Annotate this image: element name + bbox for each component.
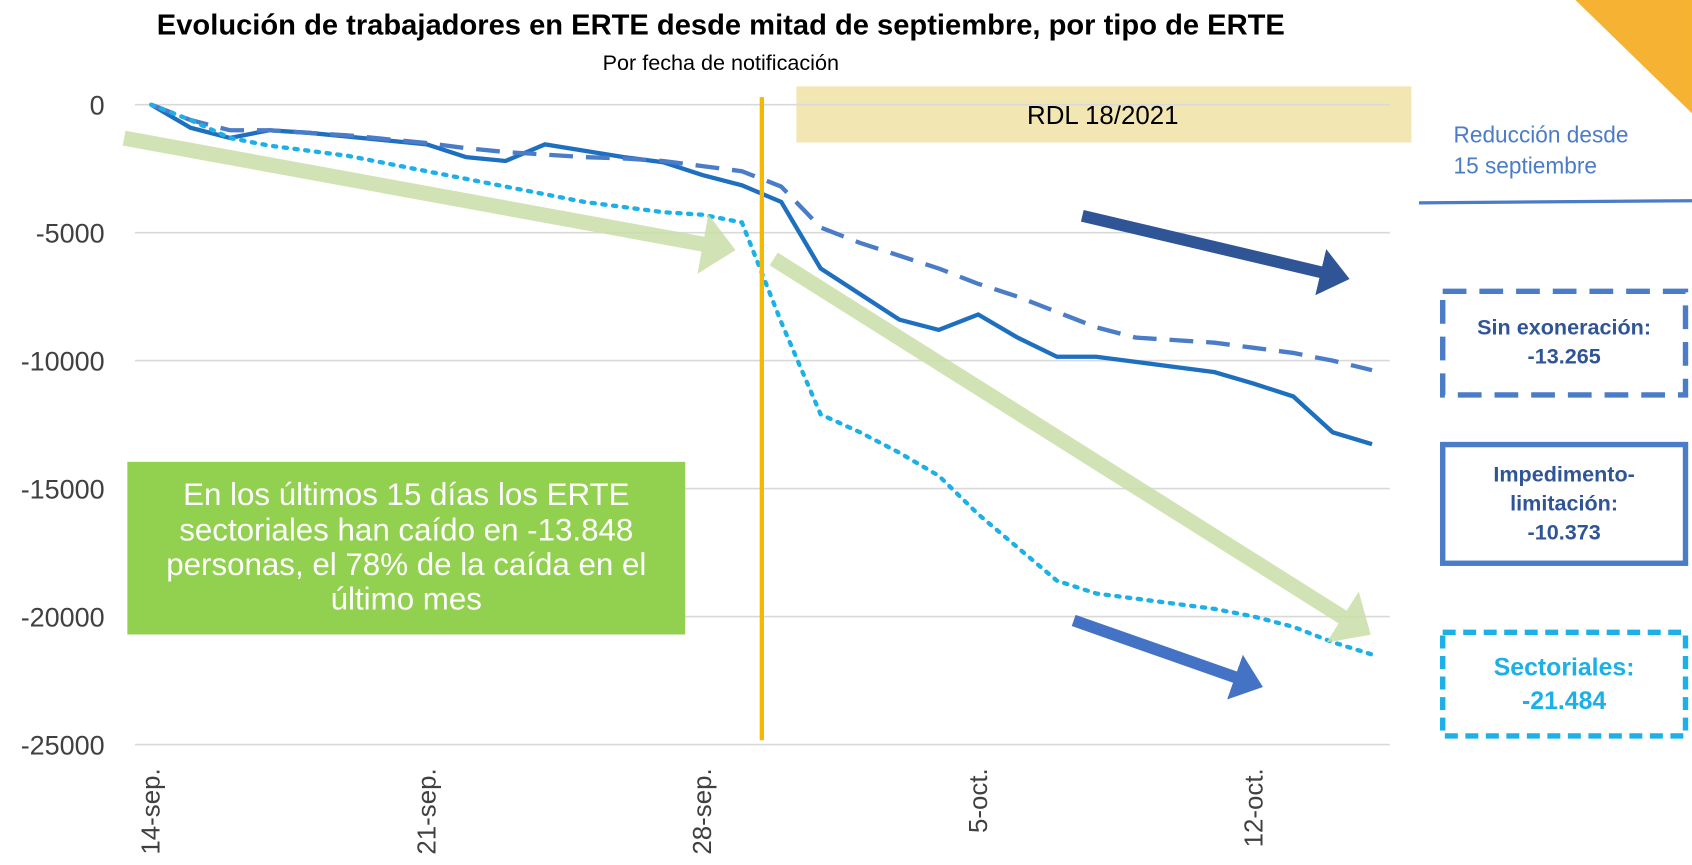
trend-arrow xyxy=(769,252,1371,643)
side-note: Reducción desde xyxy=(1454,121,1629,147)
y-tick-label: -5000 xyxy=(36,218,105,248)
series-end-value: -10.373 xyxy=(1527,520,1601,545)
x-tick-label: 14-sep. xyxy=(138,768,166,854)
end-label-wrap: Impedimento-limitación: -10.373 xyxy=(1454,445,1675,564)
end-label: Impedimento-limitación: -10.373 xyxy=(1454,445,1675,564)
end-label-wrap: Sin exoneración: -13.265 xyxy=(1454,291,1675,395)
side-note: 15 septiembre xyxy=(1454,153,1597,179)
chart-title: Evolución de trabajadores en ERTE desde … xyxy=(157,10,1285,42)
rdl-label: RDL 18/2021 xyxy=(1027,102,1179,130)
end-labels: Sin exoneración: -13.265 Impedimento-limit… xyxy=(1440,288,1689,739)
corner-decoration xyxy=(1575,0,1692,114)
end-label: Sectoriales: -21.484 xyxy=(1454,632,1675,736)
series-name: Impedimento-limitación: xyxy=(1493,462,1635,516)
y-tick-label: -20000 xyxy=(21,602,105,632)
y-tick-label: -10000 xyxy=(21,346,105,376)
x-tick-label: 28-sep. xyxy=(689,768,717,854)
y-tick-label: -25000 xyxy=(21,730,105,760)
chart-subtitle: Por fecha de notificación xyxy=(603,50,839,75)
y-tick-label: -15000 xyxy=(21,474,105,504)
series-end-value: -13.265 xyxy=(1527,345,1601,370)
trend-arrow xyxy=(122,130,736,274)
end-label-box xyxy=(1440,288,1689,398)
end-label-box xyxy=(1440,441,1689,566)
rdl-box xyxy=(796,86,1412,143)
end-label-wrap: Sectoriales: -21.484 xyxy=(1454,632,1675,736)
side-rule xyxy=(1418,199,1692,205)
x-tick-label: 21-sep. xyxy=(413,768,441,854)
x-tick-label: 12-oct. xyxy=(1241,768,1269,847)
trend-arrow xyxy=(1071,614,1263,700)
end-label-box xyxy=(1440,629,1689,739)
series-end-value: -21.484 xyxy=(1522,686,1607,715)
y-tick-label: 0 xyxy=(90,90,105,120)
x-tick-label: 5-oct. xyxy=(965,768,993,833)
series-name: Sectoriales: xyxy=(1493,652,1635,681)
annotation-box xyxy=(127,461,686,635)
trend-arrow xyxy=(1080,210,1350,296)
annotation: En los últimos 15 días los ERTE sectoria… xyxy=(166,478,647,618)
end-label: Sin exoneración: -13.265 xyxy=(1454,291,1675,395)
annotation-wrap: En los últimos 15 días los ERTE sectoria… xyxy=(166,478,647,618)
series-name: Sin exoneración: xyxy=(1477,316,1652,340)
